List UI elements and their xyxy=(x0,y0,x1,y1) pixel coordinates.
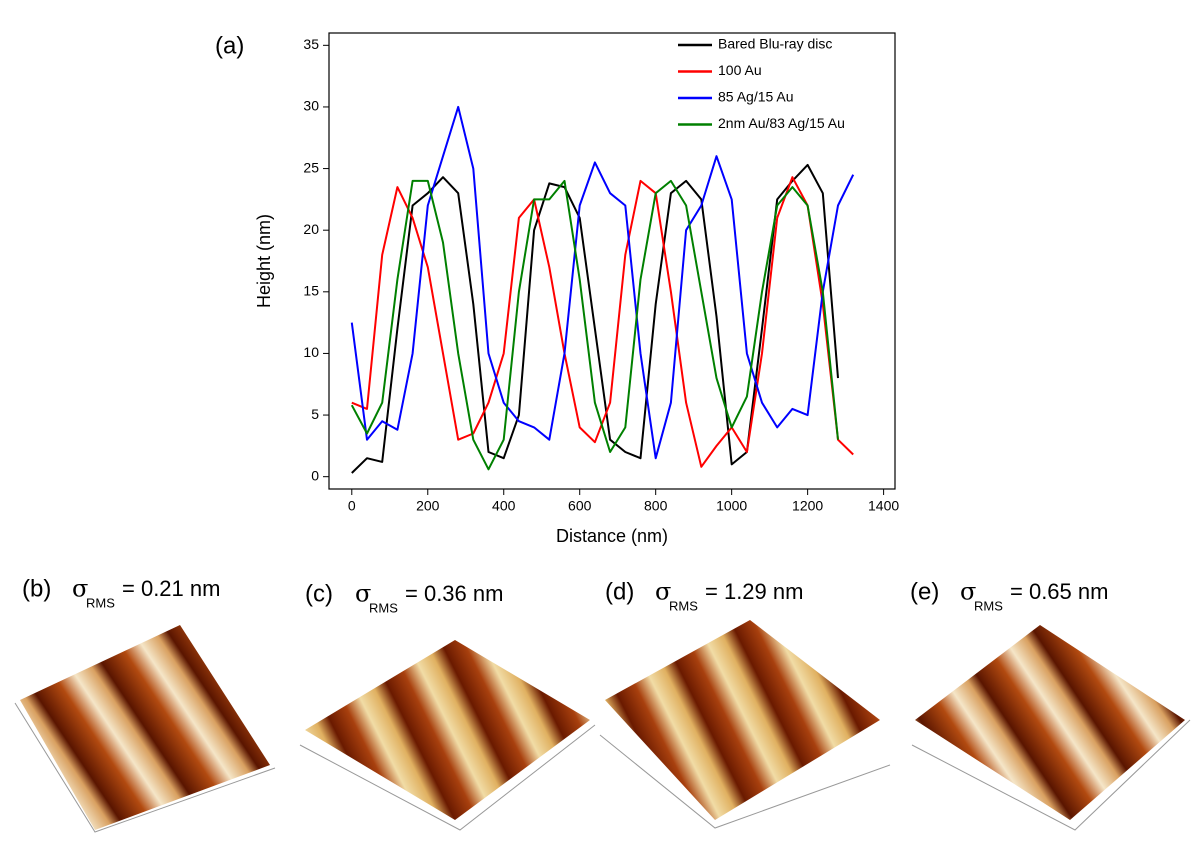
legend-label: Bared Blu-ray disc xyxy=(718,36,832,52)
sigma-subscript: RMS xyxy=(369,600,398,615)
sigma-symbol: σ xyxy=(655,578,671,606)
sigma-subscript: RMS xyxy=(974,598,1003,613)
rms-value: = 0.36 nm xyxy=(405,581,503,606)
panel-label: (e) xyxy=(910,578,939,605)
sigma-symbol: σ xyxy=(355,580,371,608)
y-axis-label: Height (nm) xyxy=(254,214,274,308)
x-axis-label: Distance (nm) xyxy=(556,526,668,546)
x-tick-label: 600 xyxy=(568,498,592,514)
sigma-symbol: σ xyxy=(960,578,976,606)
y-tick-label: 30 xyxy=(303,98,319,114)
y-tick-label: 25 xyxy=(303,159,319,175)
line-series xyxy=(351,176,854,468)
panel-label: (d) xyxy=(605,578,634,605)
y-tick-label: 10 xyxy=(303,344,319,360)
line-series xyxy=(350,179,839,471)
line-series xyxy=(350,105,855,460)
panel-label: (c) xyxy=(305,580,333,607)
legend-label: 100 Au xyxy=(718,62,762,78)
x-tick-label: 1400 xyxy=(868,498,899,514)
y-tick-label: 0 xyxy=(311,467,319,483)
panel-label: (b) xyxy=(22,575,51,602)
legend-label: 85 Ag/15 Au xyxy=(718,89,794,105)
y-tick-label: 20 xyxy=(303,221,319,237)
plot-area xyxy=(323,44,885,495)
x-tick-label: 400 xyxy=(492,498,516,514)
y-tick-label: 15 xyxy=(303,283,319,299)
x-tick-label: 1000 xyxy=(716,498,747,514)
afm-image-c xyxy=(299,640,596,831)
rms-value: = 1.29 nm xyxy=(705,579,803,604)
sigma-subscript: RMS xyxy=(669,598,698,613)
y-tick-label: 5 xyxy=(311,406,319,422)
x-tick-label: 200 xyxy=(416,498,440,514)
y-tick-label: 35 xyxy=(303,36,319,52)
x-tick-label: 1200 xyxy=(792,498,823,514)
legend-label: 2nm Au/83 Ag/15 Au xyxy=(718,115,845,131)
sigma-symbol: σ xyxy=(72,575,88,603)
rms-value: = 0.65 nm xyxy=(1010,579,1108,604)
x-tick-label: 0 xyxy=(348,498,356,514)
afm-image-d xyxy=(599,620,891,829)
plot-frame xyxy=(328,32,896,490)
x-tick-label: 800 xyxy=(644,498,668,514)
panel-label: (a) xyxy=(215,32,244,59)
afm-image-e xyxy=(911,625,1191,831)
sigma-subscript: RMS xyxy=(86,595,115,610)
afm-image-b xyxy=(14,625,276,833)
rms-value: = 0.21 nm xyxy=(122,576,220,601)
